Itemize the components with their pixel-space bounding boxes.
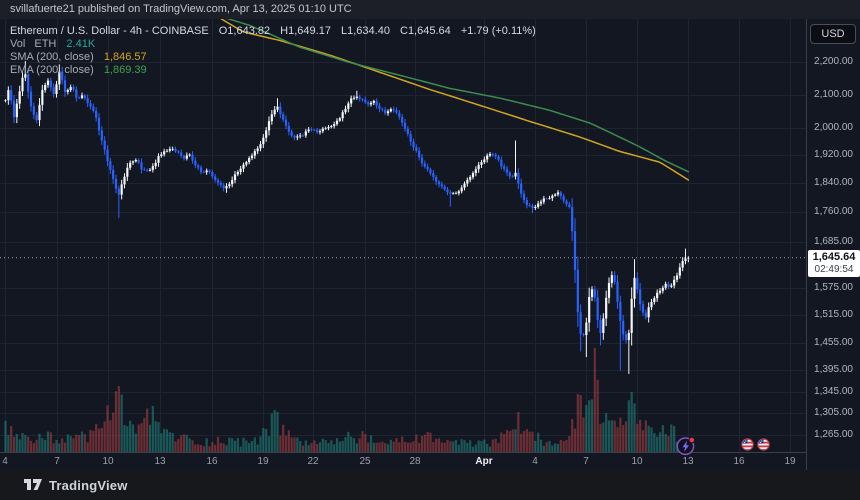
time-tick-label: 22 [307, 456, 319, 467]
lightning-icon [676, 436, 695, 456]
price-tick-label: 1,395.00 [814, 364, 853, 375]
volume-layer [4, 348, 690, 452]
time-tick-label: 10 [631, 456, 643, 467]
time-tick-label: 19 [784, 456, 796, 467]
price-tick-label: 1,575.00 [814, 282, 853, 293]
time-tick-label: 19 [257, 456, 269, 467]
countdown-timer: 02:49:54 [814, 264, 854, 275]
price-tick-label: 1,685.00 [814, 236, 853, 247]
time-tick-label: 4 [532, 456, 538, 467]
brand-name: TradingView [49, 477, 128, 493]
time-tick-label: Apr [475, 456, 493, 467]
time-tick-label: 28 [409, 456, 421, 467]
candles-layer [4, 61, 690, 374]
price-tick-label: 2,000.00 [814, 122, 853, 133]
last-price-label: 1,645.64 02:49:54 [808, 250, 860, 277]
us-flag-icon [741, 438, 754, 451]
time-tick-label: 7 [583, 456, 589, 467]
price-tick-label: 1,760.00 [814, 206, 853, 217]
grid-layer [0, 19, 806, 452]
time-tick-label: 25 [359, 456, 371, 467]
last-price-value: 1,645.64 [812, 251, 856, 263]
time-tick-label: 4 [2, 456, 8, 467]
chart-region: Ethereum / U.S. Dollar - 4h - COINBASE O… [0, 19, 860, 470]
us-flag-event-icon[interactable] [741, 438, 754, 451]
candlestick-plot[interactable] [0, 19, 806, 452]
us-flag-event-icon[interactable] [757, 438, 770, 451]
time-tick-label: 13 [154, 456, 166, 467]
footer: TradingView [0, 470, 860, 500]
time-tick-label: 13 [682, 456, 694, 467]
time-tick-label: 7 [54, 456, 60, 467]
price-tick-label: 1,920.00 [814, 149, 853, 160]
time-tick-label: 16 [206, 456, 218, 467]
price-tick-label: 1,840.00 [814, 177, 853, 188]
time-tick-label: 16 [733, 456, 745, 467]
publish-header: svillafuerte21 published on TradingView.… [0, 0, 860, 19]
lightning-event-icon[interactable] [676, 436, 696, 456]
price-tick-label: 1,455.00 [814, 337, 853, 348]
currency-toggle-button[interactable]: USD [810, 24, 856, 44]
price-tick-label: 1,305.00 [814, 407, 853, 418]
price-tick-label: 1,345.00 [814, 386, 853, 397]
price-axis[interactable]: USD 1,645.64 02:49:54 2,200.00 2,100.00 2,… [806, 19, 860, 470]
ema-line [226, 19, 690, 173]
time-tick-label: 10 [102, 456, 114, 467]
price-tick-label: 2,100.00 [814, 89, 853, 100]
publish-info: svillafuerte21 published on TradingView.… [10, 3, 352, 15]
us-flag-icon [757, 438, 770, 451]
time-axis[interactable]: 4 7 10 13 16 19 22 25 28 Apr 4 7 10 13 16 19 [0, 452, 806, 470]
price-tick-label: 2,200.00 [814, 56, 853, 67]
price-tick-label: 1,265.00 [814, 429, 853, 440]
tradingview-logo[interactable] [24, 479, 42, 491]
price-tick-label: 1,515.00 [814, 309, 853, 320]
